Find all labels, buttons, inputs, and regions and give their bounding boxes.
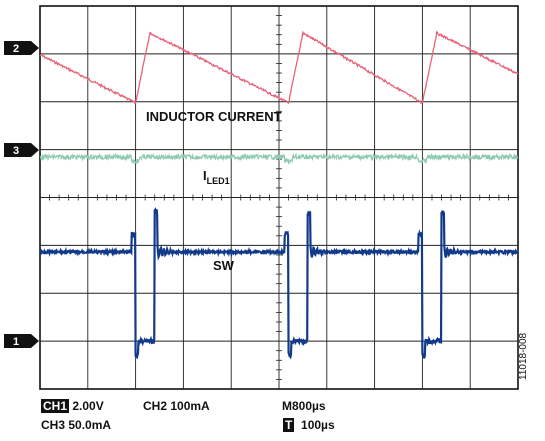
ch1-scale: 2.00V	[72, 399, 104, 413]
marker-arrow	[4, 334, 39, 348]
marker-label: 1	[13, 336, 19, 348]
trigger-readout: T 100µs	[283, 418, 335, 432]
trace-labels: INDUCTOR CURRENT ILED1 SW	[146, 109, 282, 273]
ch2-scale-readout: CH2 100mA	[143, 399, 210, 413]
grid	[39, 5, 519, 390]
label-inductor-current: INDUCTOR CURRENT	[146, 109, 282, 124]
trace-sw	[39, 207, 520, 360]
channel-markers: 2 3 1	[4, 41, 39, 348]
marker-label: 2	[13, 43, 19, 55]
figure-id: 11018-008	[518, 332, 529, 380]
ch1-badge: CH1	[41, 399, 70, 413]
traces	[39, 30, 520, 360]
trigger-value: 100µs	[301, 418, 335, 432]
channel-marker-ch2: 2	[4, 41, 39, 55]
channel-marker-ch1: 1	[4, 334, 39, 348]
marker-arrow	[4, 41, 39, 55]
ch3-scale-readout: CH3 50.0mA	[41, 418, 112, 432]
label-iled1-sub: LED1	[207, 176, 230, 186]
trigger-badge: T	[283, 418, 295, 432]
trace-iled1	[39, 152, 519, 166]
marker-arrow	[4, 143, 39, 157]
trace-inductor-current	[39, 30, 519, 105]
label-iled1: ILED1	[203, 168, 230, 186]
label-sw: SW	[213, 258, 235, 273]
ch1-scale-readout: CH1 2.00V	[41, 399, 104, 413]
channel-marker-ch3: 3	[4, 143, 39, 157]
marker-label: 3	[13, 145, 19, 157]
horizontal-scale-readout: M800µs	[282, 399, 326, 413]
label-iled1-main: I	[203, 168, 207, 183]
